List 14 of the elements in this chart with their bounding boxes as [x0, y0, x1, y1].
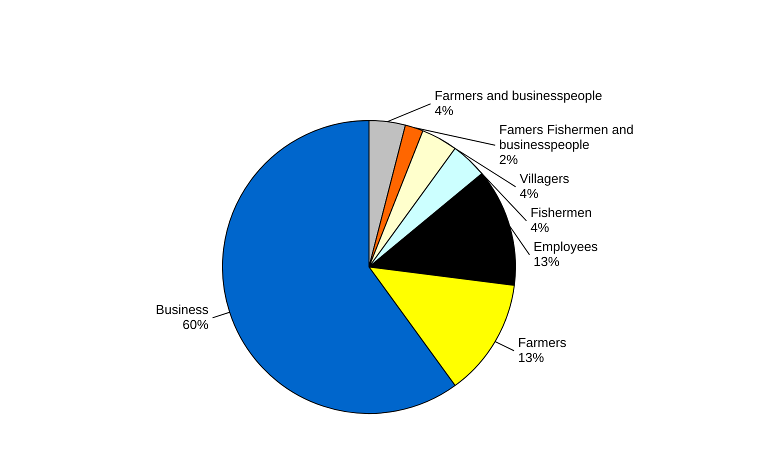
data-label: 2% [499, 152, 518, 167]
slice-label: Famers Fishermen and businesspeople [499, 122, 634, 152]
slice-label: Employees [534, 238, 598, 254]
slice-label: Villagers [520, 170, 570, 186]
data-label: 13% [518, 350, 544, 365]
slice-label: Business [156, 302, 210, 317]
data-label: 13% [534, 254, 560, 269]
data-label: 4% [530, 220, 550, 235]
data-label: 60% [182, 316, 209, 332]
slice-label: Farmers and businesspeople [434, 88, 602, 103]
data-label: 4% [434, 102, 454, 118]
slice-label: Fishermen [530, 204, 592, 220]
data-label: 4% [520, 186, 539, 201]
slice-label: Farmers [518, 334, 567, 350]
